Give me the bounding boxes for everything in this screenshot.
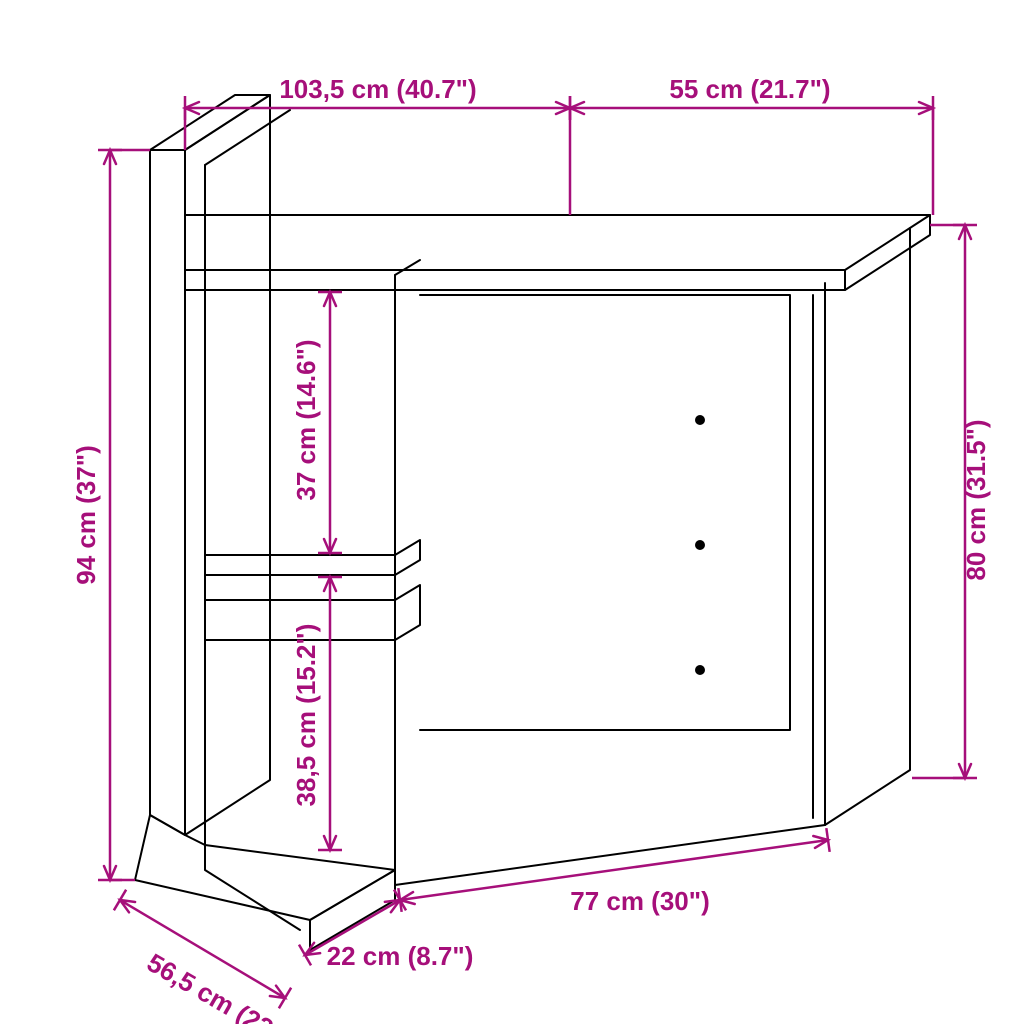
dim-shelf-width: 22 cm (8.7")	[327, 941, 474, 971]
dim-top-width: 103,5 cm (40.7")	[279, 74, 476, 104]
dimension-annotations	[98, 96, 977, 1008]
dim-top-depth: 55 cm (21.7")	[669, 74, 830, 104]
dim-left-height: 94 cm (37")	[71, 445, 101, 585]
dim-shelf-upper: 37 cm (14.6")	[291, 339, 321, 500]
dim-shelf-lower: 38,5 cm (15.2")	[291, 624, 321, 807]
dim-base-depth: 56,5 cm (22.2")	[142, 947, 315, 1024]
dim-opening-width: 77 cm (30")	[570, 886, 710, 916]
dim-right-height: 80 cm (31.5")	[961, 419, 991, 580]
desk-line-drawing	[135, 95, 930, 950]
